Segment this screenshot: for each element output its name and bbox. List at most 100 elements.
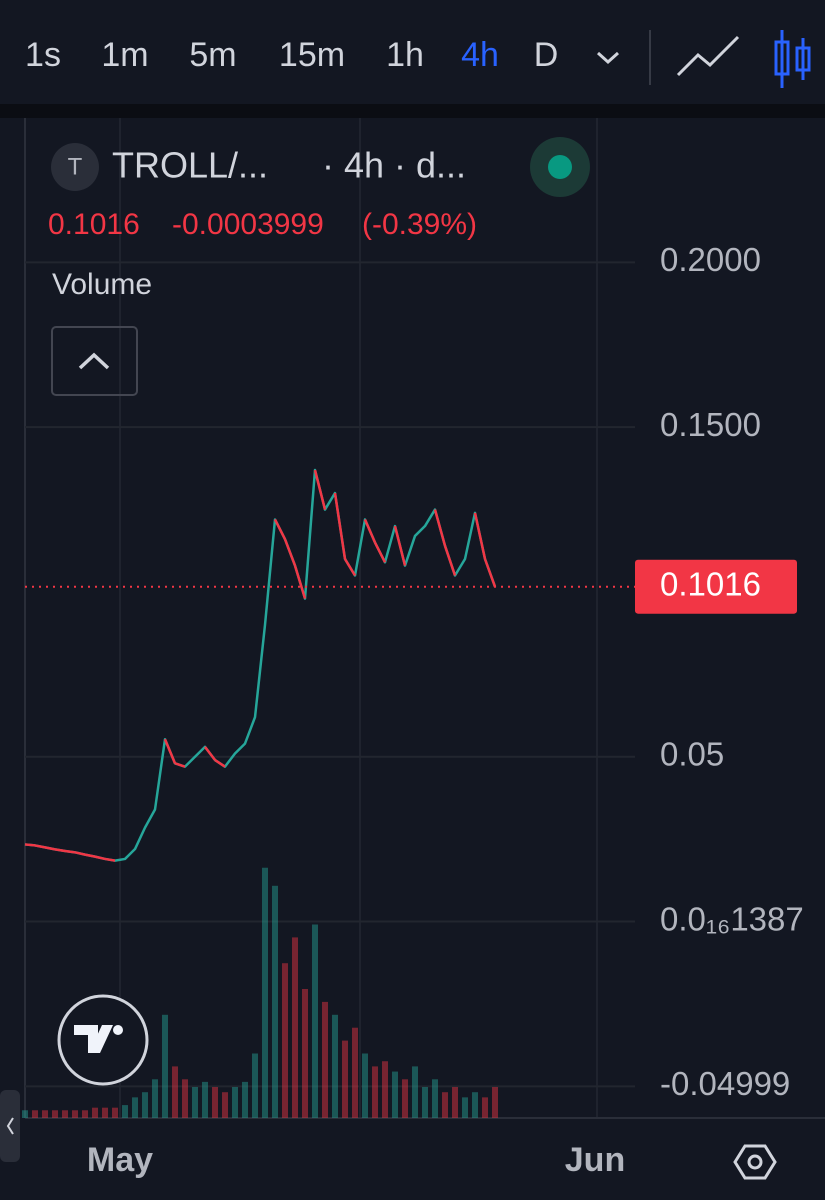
down-segment (373, 541, 387, 563)
volume-bar (482, 1097, 488, 1118)
volume-bar (272, 885, 278, 1118)
legend: T TROLL/... · 4h · d... 0.1016 -0.000399… (48, 137, 590, 396)
down-segment (293, 565, 307, 599)
toolbar: 1s 1m 5m 15m 1h 4h D (25, 30, 811, 88)
down-segment (433, 509, 447, 547)
down-segment (204, 746, 216, 761)
volume-bar (312, 924, 318, 1118)
more-intervals[interactable] (596, 51, 620, 65)
symbol[interactable]: TROLL/... (112, 145, 268, 186)
volume-bar (102, 1107, 108, 1118)
volume-bar (302, 989, 308, 1118)
down-segment (214, 759, 226, 768)
volume-bar (322, 1001, 328, 1118)
left-tab[interactable] (0, 1090, 20, 1162)
tradingview-logo[interactable] (57, 994, 149, 1086)
volume-bar (112, 1107, 118, 1118)
y-tick-label: 0.2000 (660, 241, 761, 278)
volume-bar (452, 1087, 458, 1118)
down-segment (24, 843, 36, 847)
settings-center (747, 1154, 763, 1170)
down-segment (94, 855, 106, 861)
volume-bar (392, 1071, 398, 1118)
volume-bar (162, 1014, 168, 1118)
interval-button[interactable]: 1s (25, 36, 61, 74)
down-segment (273, 518, 287, 540)
volume-bar (122, 1105, 128, 1118)
volume-bar (332, 1014, 338, 1118)
down-segment (84, 853, 96, 858)
volume-bar (382, 1061, 388, 1118)
volume-bar (352, 1027, 358, 1118)
y-tick-label: 0.0₁₆1387 (660, 900, 804, 937)
volume-bar (192, 1087, 198, 1118)
volume-bar (92, 1107, 98, 1118)
down-segment (343, 558, 357, 577)
volume-bar (172, 1066, 178, 1118)
volume-bar (62, 1110, 68, 1118)
volume-bar (42, 1110, 48, 1118)
volume-bar (142, 1092, 148, 1118)
volume-bar (242, 1081, 248, 1118)
settings[interactable] (733, 1144, 777, 1180)
last-price: 0.1016 (48, 208, 140, 241)
symbol-icon (51, 143, 99, 191)
down-segment (174, 762, 186, 768)
volume-bar (362, 1053, 368, 1118)
collapse-chevron (78, 352, 110, 370)
candle-style[interactable] (774, 30, 811, 88)
down-segment (443, 545, 457, 576)
volume-bar (232, 1087, 238, 1118)
down-segment (163, 738, 177, 764)
down-segment (363, 518, 377, 544)
volume-bar (292, 937, 298, 1118)
interval-button[interactable]: 1m (101, 36, 148, 74)
volume-bar (32, 1110, 38, 1118)
volume-bar (262, 867, 268, 1118)
interval: · 4h · d... (322, 145, 466, 186)
down-segment (393, 525, 407, 566)
interval-button[interactable]: 15m (279, 36, 345, 74)
volume-bar (152, 1079, 158, 1118)
down-segment (34, 844, 46, 849)
down-segment (313, 469, 327, 510)
volume-bar (372, 1066, 378, 1118)
symbol-icon-letter: T (68, 153, 83, 180)
down-segment (483, 558, 497, 588)
down-segment (104, 857, 116, 862)
down-segment (333, 492, 347, 560)
volume-bar (492, 1087, 498, 1118)
down-segment (64, 849, 76, 854)
interval-button[interactable]: 1h (386, 36, 424, 74)
volume-bar (412, 1066, 418, 1118)
collapse-button[interactable] (51, 326, 138, 396)
volume-bar (252, 1053, 258, 1118)
y-tick-label: 0.1500 (660, 406, 761, 443)
x-tick-label: Jun (565, 1141, 625, 1179)
interval-button[interactable]: 5m (189, 36, 236, 74)
volume-bar (82, 1110, 88, 1118)
volume-bar (132, 1097, 138, 1118)
volume-bar (202, 1081, 208, 1118)
volume-label: Volume (52, 268, 152, 301)
volume-bar (212, 1087, 218, 1118)
volume-bar (432, 1079, 438, 1118)
volume-bar (222, 1092, 228, 1118)
plot (22, 261, 635, 1118)
down-segment (74, 851, 86, 856)
market-status-dot (548, 155, 572, 179)
line-style[interactable] (676, 35, 740, 77)
y-tick-label: -0.04999 (660, 1065, 790, 1102)
volume-bar (182, 1079, 188, 1118)
down-segment (44, 846, 56, 851)
volume-bar (472, 1092, 478, 1118)
volume-bar (282, 963, 288, 1118)
down-segment (54, 848, 66, 853)
x-tick-label: May (87, 1141, 153, 1179)
volume-bar (72, 1110, 78, 1118)
interval-button[interactable]: 4h (461, 36, 499, 74)
y-tick-label: 0.05 (660, 735, 724, 772)
interval-button[interactable]: D (534, 36, 559, 74)
